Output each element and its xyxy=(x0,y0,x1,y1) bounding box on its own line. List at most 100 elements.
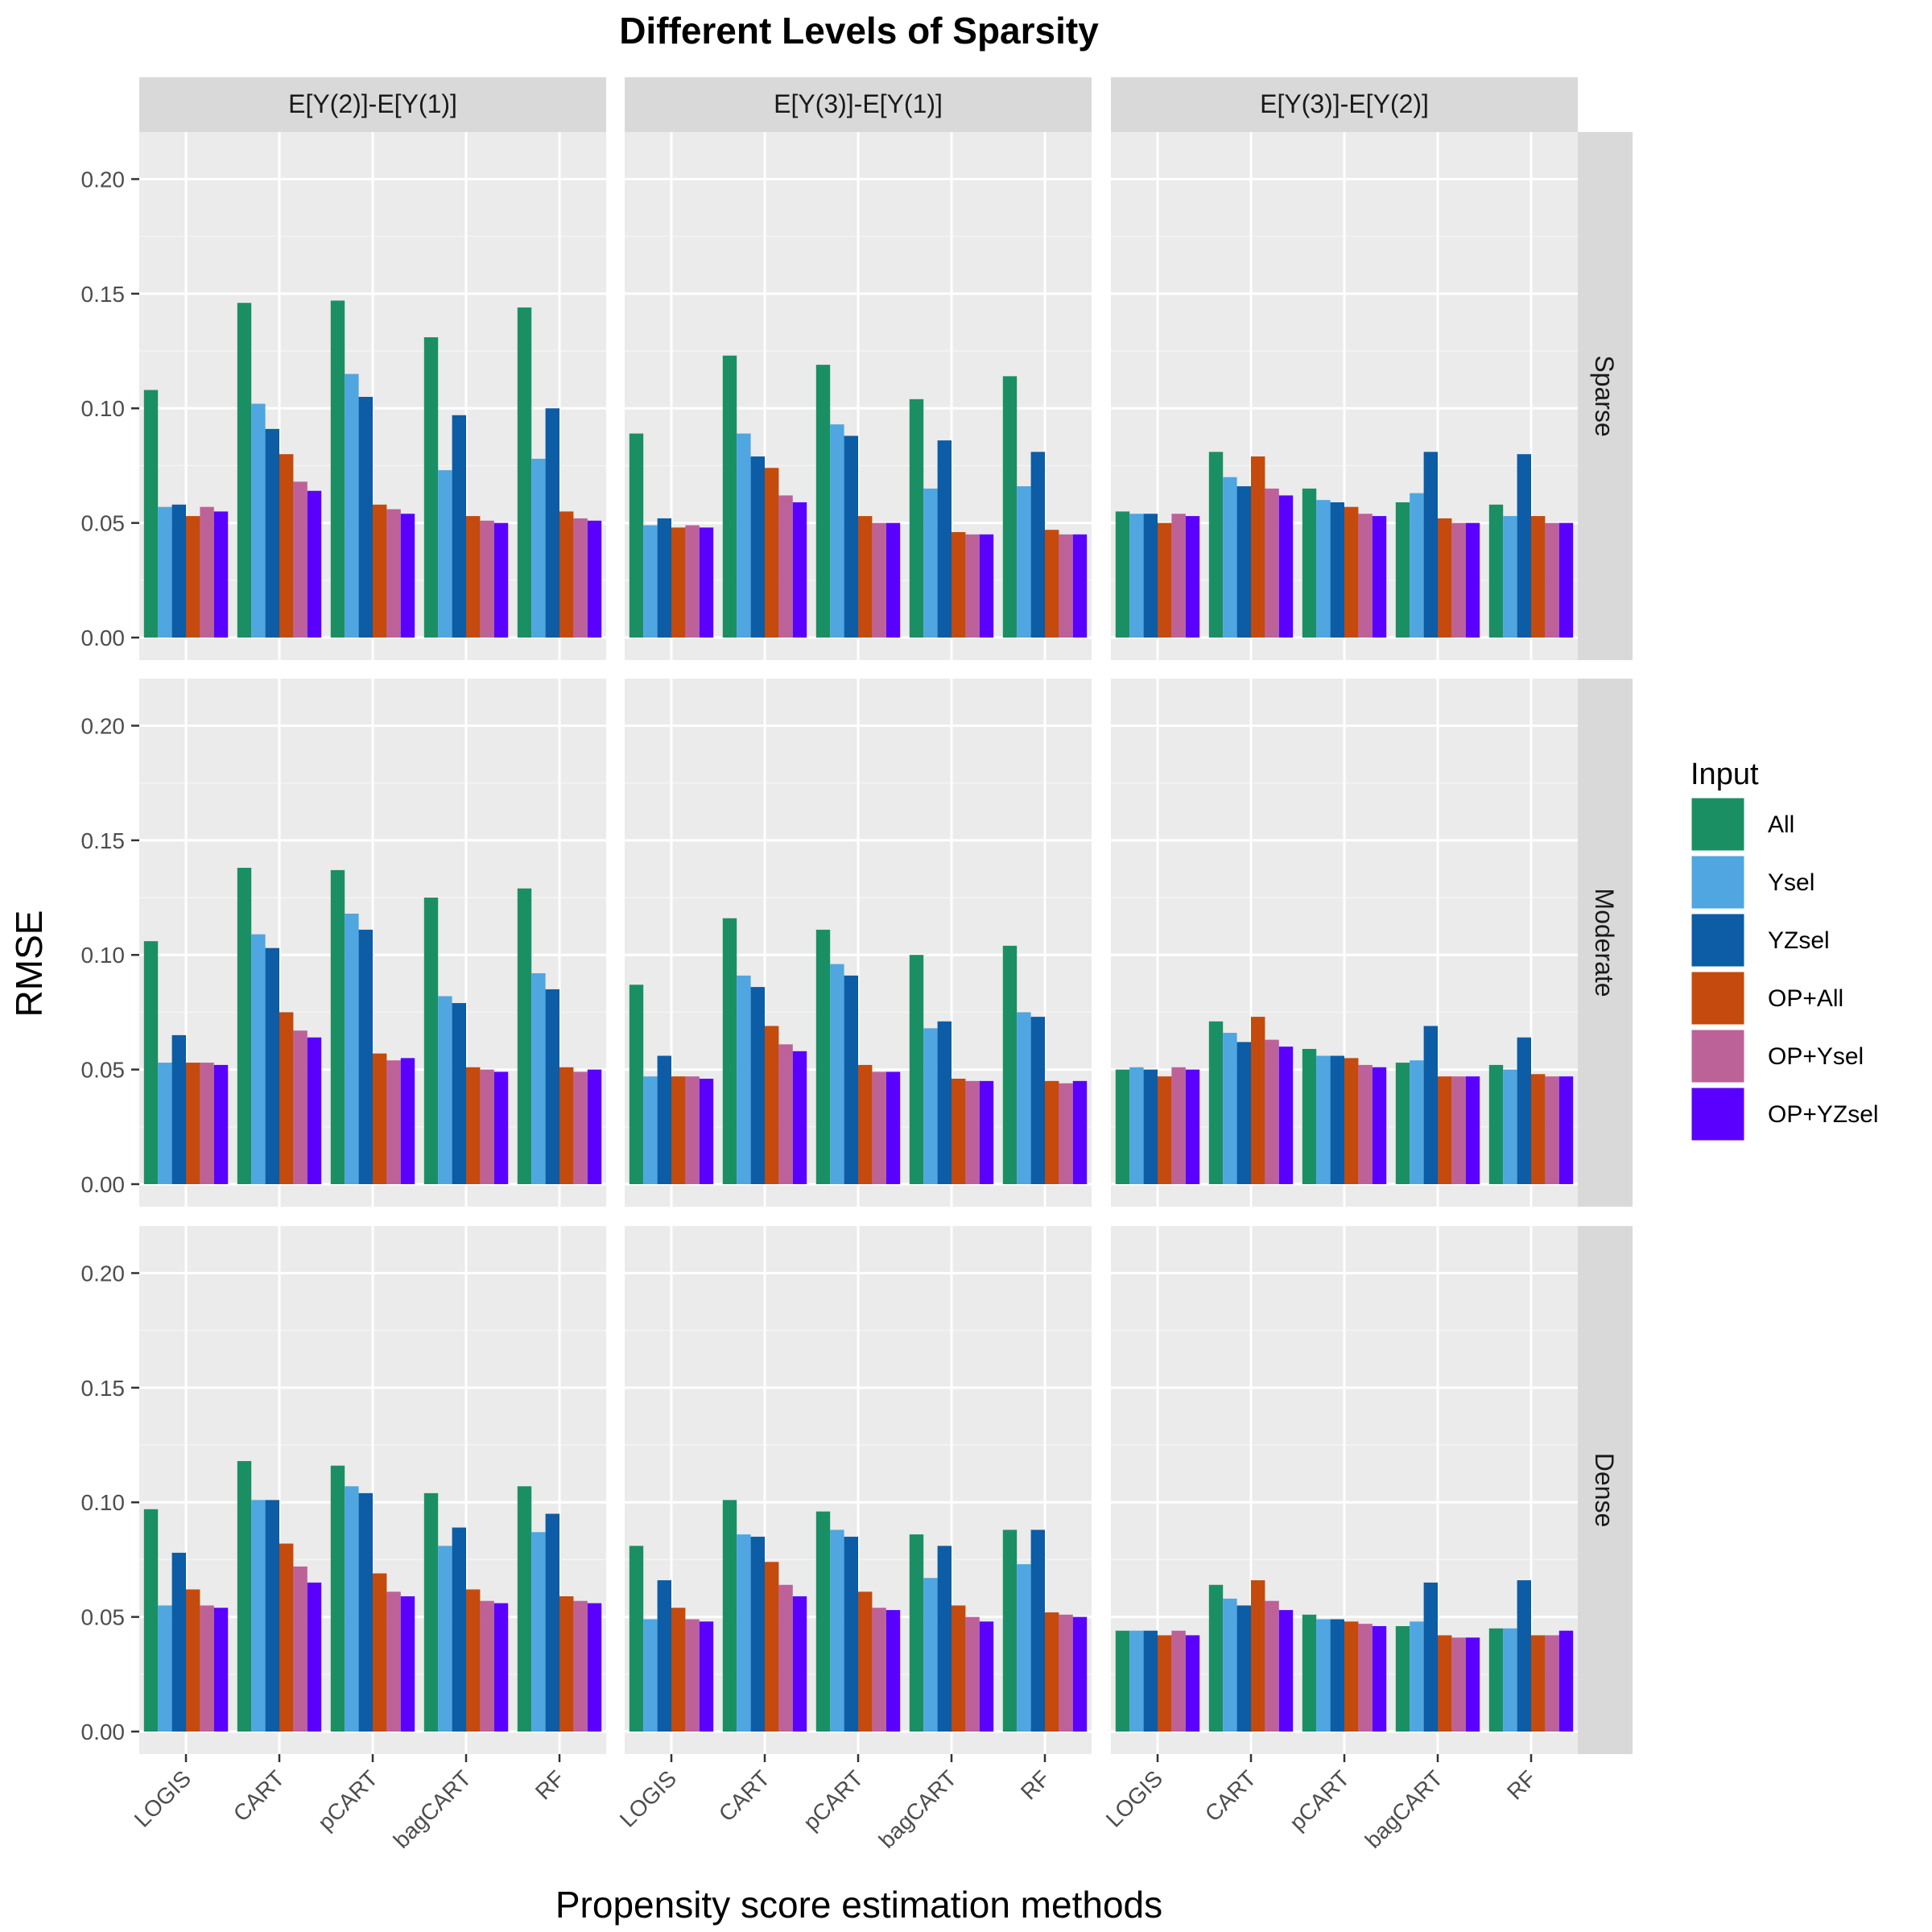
bar-op-ysel xyxy=(872,1608,886,1732)
bar-op-ysel xyxy=(1265,1600,1279,1732)
bar-op-yzsel xyxy=(1558,1076,1574,1184)
bar-yzsel xyxy=(657,1580,671,1732)
bar-op-all xyxy=(1531,1074,1546,1184)
bar-all xyxy=(629,433,644,638)
bar-all xyxy=(1002,376,1018,638)
bar-op-yzsel xyxy=(1372,1067,1387,1184)
bar-op-all xyxy=(952,532,966,638)
bar-yzsel xyxy=(545,989,559,1184)
bar-all xyxy=(722,918,737,1184)
bar-all xyxy=(1488,504,1504,638)
bar-op-ysel xyxy=(573,1600,588,1732)
bar-op-all xyxy=(858,516,873,638)
row-strip xyxy=(1578,679,1633,1207)
bar-op-all xyxy=(1045,1080,1059,1184)
bar-yzsel xyxy=(844,1536,858,1732)
bar-op-ysel xyxy=(872,522,886,638)
bar-op-ysel xyxy=(386,509,401,638)
y-tick-label: 0.15 xyxy=(81,828,126,853)
bar-ysel xyxy=(830,424,844,638)
bar-ysel xyxy=(1316,1055,1331,1184)
y-tick-label: 0.20 xyxy=(81,167,126,192)
bar-op-all xyxy=(186,1063,200,1184)
panel-r0-c2 xyxy=(1111,132,1578,660)
bar-yzsel xyxy=(657,518,671,638)
bar-yzsel xyxy=(545,408,559,638)
bar-ysel xyxy=(1129,1067,1144,1184)
bar-op-ysel xyxy=(480,1069,494,1184)
bar-yzsel xyxy=(452,1003,466,1184)
bar-op-ysel xyxy=(1545,522,1559,638)
bar-yzsel xyxy=(750,1536,765,1732)
bar-ysel xyxy=(737,1534,751,1732)
x-axis-label: Propensity score estimation methods xyxy=(555,1884,1162,1926)
bar-op-ysel xyxy=(293,1030,308,1184)
bar-op-yzsel xyxy=(886,522,901,638)
bar-yzsel xyxy=(265,947,279,1184)
y-tick-label: 0.20 xyxy=(81,713,126,738)
bar-op-ysel xyxy=(685,1619,700,1732)
bar-all xyxy=(1302,1048,1317,1184)
bar-ysel xyxy=(1503,516,1517,638)
bar-op-ysel xyxy=(1451,1076,1466,1184)
bar-all xyxy=(815,1511,831,1732)
bar-all xyxy=(423,898,439,1184)
bar-ysel xyxy=(345,1486,359,1732)
bar-yzsel xyxy=(358,397,373,638)
bar-op-yzsel xyxy=(1465,1637,1480,1732)
bar-all xyxy=(1302,1614,1317,1732)
bar-op-yzsel xyxy=(1465,522,1480,638)
bar-yzsel xyxy=(1517,1037,1531,1184)
bar-yzsel xyxy=(171,1034,186,1184)
bar-ysel xyxy=(345,374,359,638)
bar-all xyxy=(909,955,924,1184)
bar-op-ysel xyxy=(1358,1064,1373,1184)
y-tick-label: 0.15 xyxy=(81,282,126,307)
bar-op-ysel xyxy=(573,1071,588,1184)
bar-op-ysel xyxy=(685,525,700,638)
bar-op-ysel xyxy=(1358,1624,1373,1732)
bar-op-yzsel xyxy=(1372,1626,1387,1732)
bar-op-all xyxy=(279,1543,294,1732)
bar-op-yzsel xyxy=(213,1608,229,1732)
bar-all xyxy=(909,398,924,638)
bar-yzsel xyxy=(1423,1582,1438,1732)
legend-swatch xyxy=(1689,969,1747,1027)
bar-all xyxy=(143,390,159,638)
bar-all xyxy=(1488,1064,1504,1184)
bar-op-all xyxy=(1344,1058,1359,1184)
bar-all xyxy=(815,929,831,1184)
bar-op-ysel xyxy=(872,1071,886,1184)
legend: Input All Ysel YZsel OP+All OP+Ysel OP+YZsel xyxy=(1689,758,1879,1143)
bar-yzsel xyxy=(844,436,858,638)
bar-ysel xyxy=(251,934,266,1184)
bar-op-yzsel xyxy=(1072,1616,1088,1732)
bar-op-yzsel xyxy=(1185,516,1200,638)
col-strip xyxy=(1111,77,1578,132)
bar-op-ysel xyxy=(1171,514,1186,638)
bar-op-all xyxy=(1158,522,1172,638)
bar-op-ysel xyxy=(1059,1083,1073,1184)
bar-op-yzsel xyxy=(1185,1635,1200,1732)
bar-all xyxy=(1002,1530,1018,1732)
bar-ysel xyxy=(737,975,751,1184)
bar-op-yzsel xyxy=(1278,1046,1294,1184)
bar-yzsel xyxy=(1330,1055,1344,1184)
bar-yzsel xyxy=(1236,486,1251,638)
bar-yzsel xyxy=(358,929,373,1184)
bar-op-all xyxy=(559,1067,574,1184)
bar-op-all xyxy=(1158,1635,1172,1732)
bar-ysel xyxy=(1503,1628,1517,1732)
bar-yzsel xyxy=(452,415,466,638)
bar-yzsel xyxy=(1423,452,1438,638)
bar-ysel xyxy=(1223,1598,1237,1732)
bar-op-yzsel xyxy=(1072,1080,1088,1184)
bar-op-all xyxy=(559,511,574,638)
bar-yzsel xyxy=(1030,1530,1045,1732)
bar-all xyxy=(143,1509,159,1732)
legend-swatch xyxy=(1689,795,1747,853)
bar-op-ysel xyxy=(1059,534,1073,638)
bar-op-ysel xyxy=(1451,522,1466,638)
y-tick-label: 0.05 xyxy=(81,1058,126,1083)
